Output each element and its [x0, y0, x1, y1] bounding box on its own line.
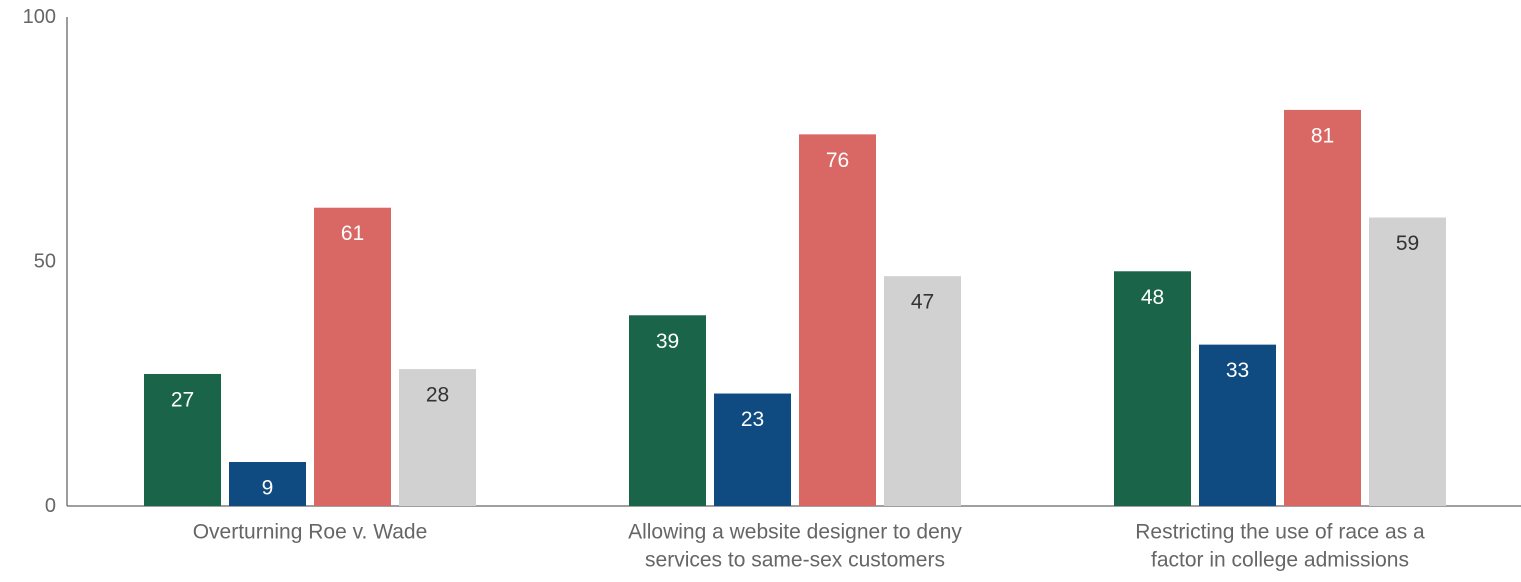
data-label: 76	[826, 149, 849, 172]
bar	[1284, 109, 1361, 506]
bar	[629, 315, 706, 506]
data-label: 28	[426, 384, 449, 407]
data-label: 59	[1396, 232, 1419, 255]
data-label: 27	[171, 388, 194, 411]
category-label: services to same-sex customers	[645, 549, 945, 572]
category-label: factor in college admissions	[1151, 549, 1409, 572]
category-label: Restricting the use of race as a	[1135, 521, 1425, 544]
bar	[799, 134, 876, 507]
bar	[884, 276, 961, 506]
category-label: Overturning Roe v. Wade	[193, 521, 428, 544]
data-label: 47	[911, 291, 934, 314]
category-label: Allowing a website designer to deny	[628, 521, 962, 544]
y-tick-label: 0	[45, 495, 56, 517]
data-label: 9	[262, 476, 274, 499]
bar	[229, 461, 306, 506]
data-label: 33	[1226, 359, 1249, 382]
bar	[1199, 344, 1276, 506]
bar	[314, 207, 391, 506]
data-label: 23	[741, 408, 764, 431]
bars	[144, 109, 1446, 507]
bar	[714, 393, 791, 506]
data-label: 61	[341, 222, 364, 245]
bar	[399, 369, 476, 506]
data-label: 81	[1311, 124, 1334, 147]
bar	[144, 373, 221, 506]
bar	[1369, 217, 1446, 507]
labels: 27 39 48 9 23 33 61 76 81 28 47 59 Overturning Roe v…	[171, 124, 1425, 571]
data-label: 48	[1141, 286, 1164, 309]
y-tick-label: 100	[23, 6, 56, 28]
data-label: 39	[656, 330, 679, 353]
y-tick-label: 50	[34, 251, 56, 273]
axes: 0 50 100	[23, 6, 1521, 517]
bar	[1114, 271, 1191, 506]
